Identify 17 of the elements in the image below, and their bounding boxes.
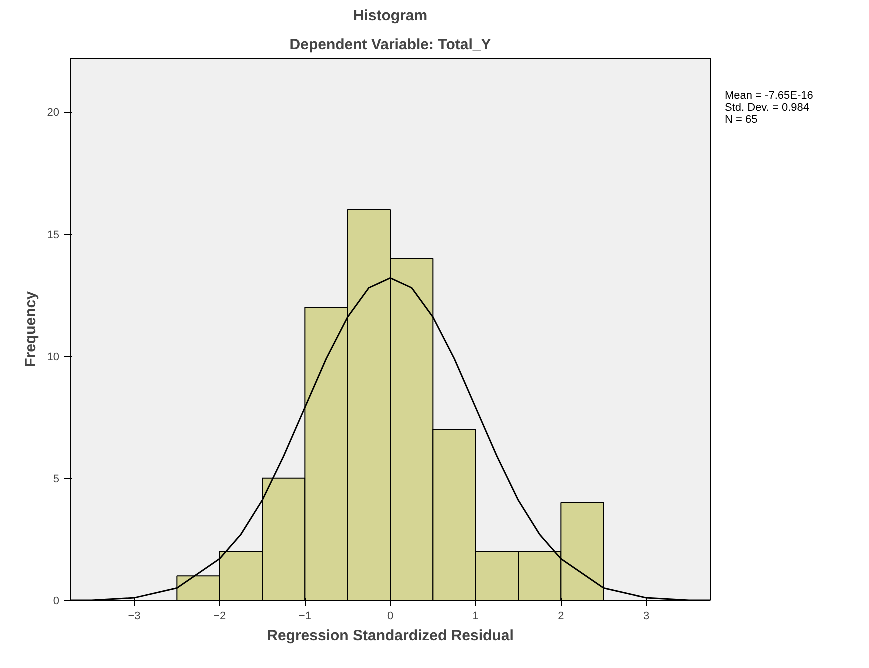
text: Mean = -7.65E-16 Std. Dev. = 0.984 N = 65 bbox=[725, 90, 814, 126]
y-tick-label: 10 bbox=[47, 351, 60, 364]
y-tick-label: 15 bbox=[47, 229, 60, 242]
y-tick-label: 20 bbox=[47, 107, 60, 120]
chart-subtitle: Dependent Variable: Total_Y bbox=[290, 36, 492, 54]
x-tick-label: 1 bbox=[472, 610, 479, 622]
x-tick-label: 2 bbox=[558, 610, 564, 622]
y-tick-label: 5 bbox=[53, 473, 60, 486]
x-tick-label: −3 bbox=[128, 610, 141, 622]
x-axis-title: Regression Standardized Residual bbox=[267, 628, 514, 644]
y-tick-label: 0 bbox=[53, 596, 60, 608]
x-tick-label: −1 bbox=[298, 610, 312, 622]
chart-title: Histogram bbox=[353, 8, 428, 24]
x-tick-label: 0 bbox=[387, 610, 394, 622]
x-tick-label: 3 bbox=[643, 610, 650, 622]
y-axis-title: Frequency bbox=[22, 290, 40, 368]
x-tick-label: −2 bbox=[214, 610, 226, 622]
